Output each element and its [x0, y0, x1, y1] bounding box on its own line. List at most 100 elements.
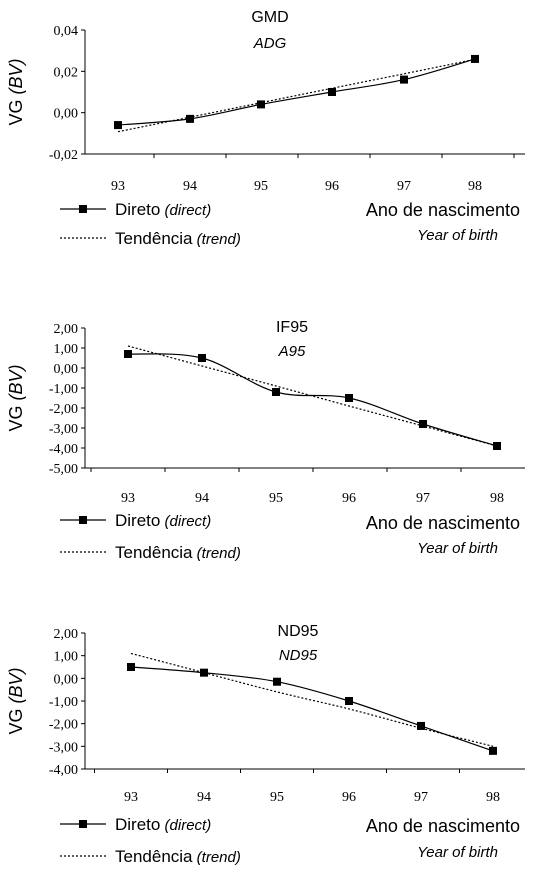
- y-tick-label: -5,00: [49, 462, 78, 477]
- legend-label-main: Tendência: [115, 543, 193, 562]
- legend-label-main: Direto: [115, 200, 160, 219]
- direct-point-marker: [419, 420, 427, 428]
- y-tick-label: -3,00: [49, 422, 78, 437]
- direct-line: [130, 666, 494, 752]
- direct-point-marker: [114, 121, 122, 130]
- legend-label-main: Tendência: [115, 847, 193, 866]
- direct-point-marker: [272, 388, 280, 396]
- legend-direct-marker: [79, 205, 87, 213]
- x-tick-label: 94: [195, 491, 209, 506]
- y-axis-label-main: VG: [6, 709, 26, 735]
- x-tick-label: 95: [254, 179, 268, 194]
- direct-point-marker: [257, 100, 265, 109]
- x-axis-title-italic: Year of birth: [417, 844, 498, 861]
- y-axis-label: VG (BV): [6, 364, 26, 431]
- x-tick-label: 95: [269, 491, 283, 506]
- trend-line: [127, 345, 498, 447]
- x-tick-label: 93: [124, 790, 138, 805]
- y-axis-label: VG (BV): [6, 58, 26, 125]
- y-tick-label: -1,00: [49, 695, 78, 710]
- x-tick-label: 95: [270, 790, 284, 805]
- y-tick-label: 0,00: [54, 107, 79, 122]
- direct-point-marker: [400, 75, 408, 84]
- y-tick-label: 1,00: [54, 342, 79, 357]
- chart-subtitle: A95: [278, 343, 306, 360]
- x-tick-label: 98: [468, 179, 482, 194]
- y-tick-label: 0,00: [54, 362, 79, 377]
- legend-label: Direto (direct): [115, 511, 211, 530]
- direct-line: [117, 58, 476, 126]
- legend-label-italic: (trend): [193, 545, 241, 562]
- y-tick-label: 0,02: [54, 65, 79, 80]
- direct-point-marker: [489, 746, 497, 755]
- direct-point-marker: [345, 697, 353, 705]
- x-axis-title-italic: Year of birth: [417, 227, 498, 244]
- x-axis-title: Ano de nascimento: [366, 816, 520, 836]
- x-axis-title-italic: Year of birth: [417, 540, 498, 557]
- x-tick-label: 97: [397, 179, 411, 194]
- y-tick-label: 0,04: [54, 24, 79, 39]
- x-tick-label: 96: [342, 491, 356, 506]
- legend-label-italic: (direct): [160, 513, 211, 530]
- direct-point-marker: [493, 442, 501, 450]
- chart-title: ND95: [278, 623, 319, 640]
- x-axis-title: Ano de nascimento: [366, 513, 520, 533]
- direct-point-marker: [273, 677, 281, 686]
- x-tick-label: 96: [325, 179, 339, 194]
- direct-point-marker: [198, 354, 206, 362]
- y-tick-label: -0,02: [49, 148, 78, 163]
- x-tick-label: 93: [121, 491, 135, 506]
- y-tick-label: 2,00: [54, 322, 79, 337]
- x-tick-label: 93: [111, 179, 125, 194]
- x-tick-label: 97: [414, 790, 428, 805]
- legend-label-main: Tendência: [115, 229, 193, 248]
- direct-line: [127, 353, 498, 447]
- x-tick-label: 94: [197, 790, 211, 805]
- legend-label: Direto (direct): [115, 200, 211, 219]
- legend-label-italic: (direct): [160, 817, 211, 834]
- legend-label-italic: (trend): [193, 231, 241, 248]
- legend-label-main: Direto: [115, 815, 160, 834]
- direct-point-marker: [200, 668, 208, 677]
- legend-label-italic: (direct): [160, 202, 211, 219]
- y-axis-label-italic: (BV): [6, 58, 26, 99]
- y-tick-label: -4,00: [49, 442, 78, 457]
- legend-label: Tendência (trend): [115, 229, 241, 248]
- x-tick-label: 96: [342, 790, 356, 805]
- x-tick-label: 98: [490, 491, 504, 506]
- x-axis-title: Ano de nascimento: [366, 200, 520, 220]
- y-tick-label: -2,00: [49, 718, 78, 733]
- y-tick-label: 1,00: [54, 650, 79, 665]
- chart-panel-3: 2,00 1,00 0,00 -1,00 -2,00 -3,00 -4,00 93 94 95 96…: [6, 623, 525, 866]
- direct-point-marker: [124, 350, 132, 358]
- chart-subtitle: ADG: [253, 35, 287, 52]
- y-tick-label: -1,00: [49, 382, 78, 397]
- y-axis-label-main: VG: [6, 406, 26, 432]
- y-axis-label-italic: (BV): [6, 667, 26, 708]
- y-tick-label: 2,00: [54, 627, 79, 642]
- trend-line: [130, 652, 494, 747]
- direct-point-marker: [471, 54, 479, 63]
- direct-point-marker: [127, 663, 135, 671]
- y-tick-label: -4,00: [49, 763, 78, 778]
- chart-title: IF95: [276, 319, 308, 336]
- y-axis-label-main: VG: [6, 100, 26, 126]
- legend-direct-marker: [79, 516, 87, 524]
- legend-label: Tendência (trend): [115, 847, 241, 866]
- chart-subtitle: ND95: [279, 647, 318, 664]
- legend-label-main: Direto: [115, 511, 160, 530]
- y-tick-label: -2,00: [49, 402, 78, 417]
- chart-panel-1: 0,04 0,02 0,00 -0,02 93 94 95 96 97 98 VG (BV) GMD A…: [6, 9, 525, 248]
- x-tick-label: 94: [183, 179, 197, 194]
- y-axis-label: VG (BV): [6, 667, 26, 734]
- chart-panel-2: 2,00 1,00 0,00 -1,00 -2,00 -3,00 -4,00 -5,00 93 9…: [6, 319, 525, 562]
- legend-label-italic: (trend): [193, 849, 241, 866]
- y-axis-label-italic: (BV): [6, 364, 26, 405]
- direct-point-marker: [186, 114, 194, 123]
- chart-title: GMD: [251, 9, 288, 26]
- direct-point-marker: [417, 721, 425, 730]
- direct-point-marker: [345, 394, 353, 402]
- x-tick-label: 97: [416, 491, 430, 506]
- y-tick-label: -3,00: [49, 740, 78, 755]
